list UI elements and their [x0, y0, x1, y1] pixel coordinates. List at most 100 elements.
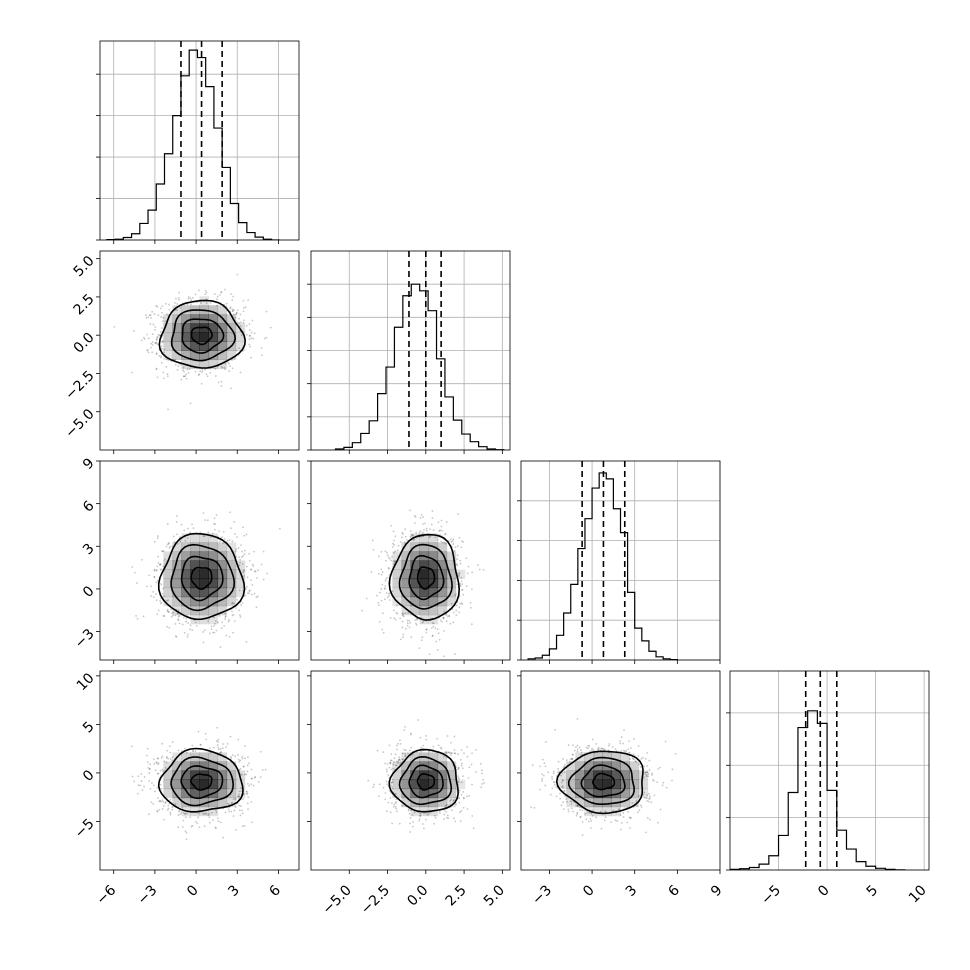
scatter-point [459, 602, 462, 605]
density-cell [575, 761, 585, 771]
scatter-point [560, 774, 562, 777]
scatter-point [390, 785, 393, 788]
density-cell [172, 551, 182, 561]
scatter-point [171, 612, 173, 614]
scatter-point [452, 621, 455, 624]
scatter-point [222, 542, 225, 544]
density-cell [181, 305, 191, 315]
scatter-point [221, 747, 224, 750]
scatter-point [412, 821, 414, 823]
density-cell [235, 560, 246, 571]
scatter-point [409, 816, 412, 819]
scatter-point [220, 750, 222, 753]
scatter-point [184, 830, 187, 833]
scatter-point [401, 804, 404, 807]
scatter-point [555, 795, 558, 798]
scatter-point [187, 297, 190, 300]
scatter-point [380, 573, 383, 576]
scatter-panel-1-2 [307, 460, 511, 664]
scatter-point [161, 550, 164, 553]
scatter-point [167, 611, 170, 613]
scatter-point [152, 323, 155, 326]
scatter-point [460, 602, 463, 604]
scatter-point [412, 825, 414, 828]
scatter-point [631, 801, 634, 804]
scatter-point [254, 570, 257, 573]
scatter-point [241, 812, 244, 815]
scatter-point [381, 628, 384, 631]
scatter-point [434, 814, 436, 817]
scatter-point [255, 606, 258, 609]
scatter-point [171, 545, 174, 548]
scatter-point [261, 354, 263, 357]
scatter-point [160, 316, 163, 319]
scatter-point [238, 809, 241, 812]
scatter-point [619, 740, 622, 743]
scatter-point [253, 776, 256, 779]
scatter-point [160, 345, 163, 348]
scatter-point [397, 760, 400, 763]
scatter-point [159, 783, 162, 786]
scatter-point [204, 368, 206, 371]
scatter-point [461, 762, 463, 765]
scatter-point [398, 758, 401, 761]
scatter-point [647, 773, 650, 776]
scatter-point [541, 778, 544, 780]
scatter-point [231, 299, 234, 301]
density-cell [410, 560, 421, 571]
scatter-point [570, 803, 573, 805]
scatter-point [248, 560, 251, 562]
scatter-point [186, 812, 188, 815]
density-cell [392, 761, 402, 771]
scatter-point [220, 627, 223, 630]
scatter-point [589, 817, 592, 820]
scatter-point [625, 749, 628, 752]
scatter-point [453, 752, 456, 755]
scatter-point [241, 550, 243, 553]
scatter-point [251, 563, 254, 566]
density-cell [226, 788, 237, 799]
density-cell [217, 350, 228, 361]
scatter-point [664, 740, 667, 743]
scatter-point [602, 747, 605, 750]
density-cell [217, 797, 228, 808]
scatter-point [243, 319, 245, 322]
scatter-point [202, 512, 205, 515]
scatter-point [471, 815, 474, 817]
density-cell [419, 533, 430, 543]
scatter-point [262, 578, 265, 581]
scatter-point [240, 334, 243, 337]
scatter-point [411, 814, 414, 816]
scatter-point [385, 768, 388, 771]
scatter-point [446, 816, 448, 819]
scatter-point [387, 556, 390, 559]
scatter-point [161, 550, 164, 552]
scatter-point [401, 752, 404, 755]
density-cell [208, 578, 219, 589]
scatter-point [194, 621, 197, 624]
scatter-point [547, 771, 550, 774]
scatter-point [396, 604, 398, 607]
scatter-point [576, 811, 579, 814]
density-cell [163, 569, 173, 580]
scatter-point [456, 545, 459, 548]
scatter-point [166, 625, 168, 628]
density-cell [217, 305, 228, 315]
scatter-point [395, 760, 398, 763]
scatter-point [216, 817, 219, 820]
scatter-point [152, 591, 155, 593]
scatter-point [384, 792, 387, 794]
scatter-point [579, 815, 582, 818]
scatter-point [221, 621, 223, 624]
scatter-point [395, 611, 398, 614]
scatter-point [156, 343, 159, 345]
scatter-point [171, 741, 174, 744]
scatter-point [165, 313, 168, 315]
scatter-point [229, 306, 232, 309]
scatter-point [235, 349, 238, 352]
scatter-point [156, 537, 159, 540]
scatter-point [551, 787, 554, 790]
scatter-point [560, 781, 563, 784]
contour-1-3-3 [388, 748, 459, 813]
scatter-point [192, 527, 195, 530]
